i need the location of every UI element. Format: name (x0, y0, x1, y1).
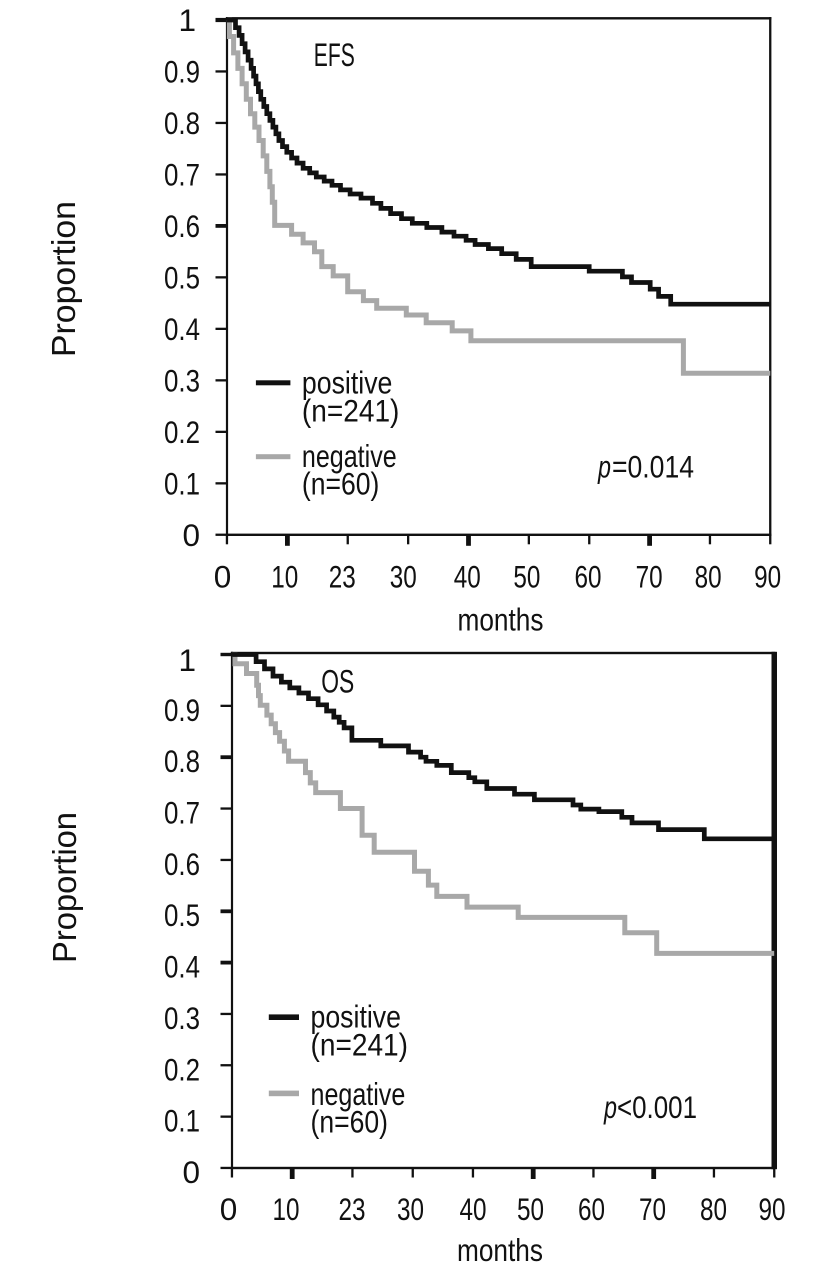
svg-text:0.2: 0.2 (164, 1051, 200, 1087)
svg-text:60: 60 (578, 1191, 605, 1227)
svg-text:23: 23 (329, 559, 356, 595)
svg-text:0.5: 0.5 (164, 259, 200, 295)
svg-text:0.8: 0.8 (164, 105, 200, 141)
svg-text:10: 10 (273, 1191, 300, 1227)
svg-text:30: 30 (397, 1191, 424, 1227)
svg-text:90: 90 (754, 559, 781, 595)
svg-text:EFS: EFS (314, 37, 355, 73)
svg-text:80: 80 (695, 559, 722, 595)
svg-text:70: 70 (639, 1191, 666, 1227)
svg-text:0.3: 0.3 (164, 362, 200, 398)
svg-text:70: 70 (636, 559, 663, 595)
svg-text:0: 0 (220, 1191, 238, 1227)
svg-text:positive: positive (311, 999, 402, 1035)
svg-text:0.6: 0.6 (164, 846, 200, 882)
svg-text:0.7: 0.7 (164, 156, 200, 192)
svg-text:months: months (457, 1232, 543, 1268)
svg-text:1: 1 (178, 2, 196, 38)
svg-text:(n=60): (n=60) (302, 466, 380, 502)
svg-text:Proportion: Proportion (46, 812, 83, 963)
svg-text:40: 40 (460, 1191, 487, 1227)
svg-text:0.6: 0.6 (164, 208, 200, 244)
svg-text:90: 90 (759, 1191, 786, 1227)
svg-text:10: 10 (271, 559, 298, 595)
svg-text:(n=241): (n=241) (302, 393, 400, 429)
svg-text:0.3: 0.3 (164, 1000, 200, 1036)
svg-text:0.4: 0.4 (164, 311, 200, 347)
svg-text:40: 40 (454, 559, 481, 595)
svg-text:60: 60 (575, 559, 602, 595)
svg-text:0.9: 0.9 (164, 54, 200, 90)
svg-text:negative: negative (311, 1076, 406, 1112)
svg-text:0.4: 0.4 (164, 949, 200, 985)
svg-text:(n=60): (n=60) (311, 1104, 389, 1140)
svg-text:p: p (597, 448, 611, 484)
svg-text:(n=241): (n=241) (311, 1027, 409, 1063)
svg-text:1: 1 (178, 642, 196, 678)
svg-text:=0.014: =0.014 (612, 448, 694, 484)
svg-text:0: 0 (182, 517, 200, 553)
svg-text:0.8: 0.8 (164, 743, 200, 779)
svg-text:Proportion: Proportion (45, 201, 82, 357)
svg-text:50: 50 (513, 559, 540, 595)
svg-text:23: 23 (339, 1191, 366, 1227)
svg-text:<0.001: <0.001 (617, 1089, 697, 1125)
svg-text:0.9: 0.9 (164, 692, 200, 728)
svg-text:p: p (603, 1089, 617, 1125)
svg-text:months: months (458, 602, 544, 638)
svg-text:0.5: 0.5 (164, 897, 200, 933)
svg-text:50: 50 (517, 1191, 544, 1227)
svg-text:0: 0 (182, 1154, 200, 1190)
svg-text:0.2: 0.2 (164, 414, 200, 450)
svg-text:negative: negative (302, 438, 397, 474)
svg-text:0.1: 0.1 (164, 465, 200, 501)
svg-text:80: 80 (700, 1191, 727, 1227)
svg-text:positive: positive (302, 365, 393, 401)
svg-text:0.7: 0.7 (164, 795, 200, 831)
svg-text:OS: OS (321, 664, 354, 700)
svg-text:30: 30 (390, 559, 417, 595)
svg-text:0: 0 (214, 559, 232, 595)
svg-text:0.1: 0.1 (164, 1103, 200, 1139)
